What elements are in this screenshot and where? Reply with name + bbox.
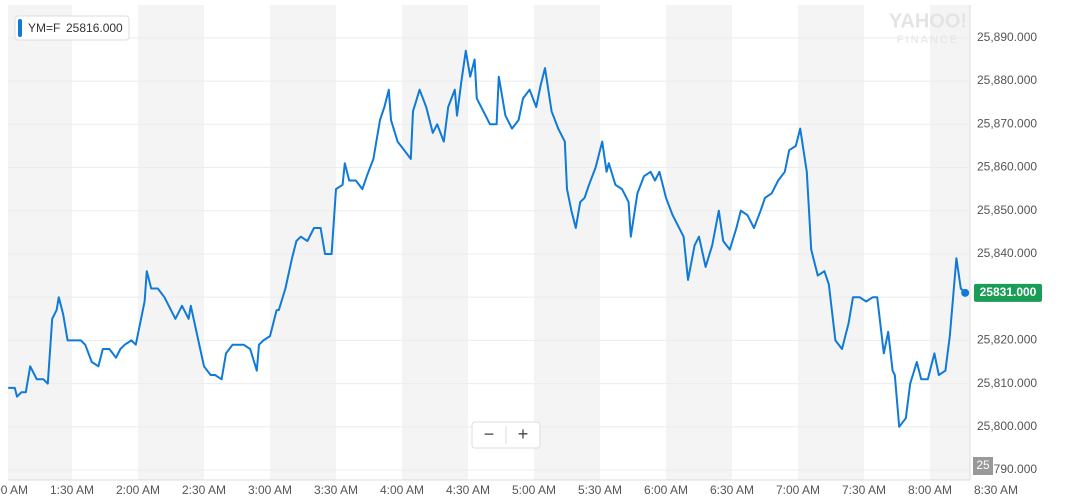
x-tick-label: 1:30 AM <box>50 483 94 497</box>
y-tick-label: 25,890.000 <box>977 30 1037 44</box>
y-tick-label: 25,810.000 <box>977 376 1037 390</box>
time-band <box>138 5 205 480</box>
y-tick-label: 25,860.000 <box>977 160 1037 174</box>
price-tag-label: 25831.000 <box>980 285 1037 299</box>
time-band <box>8 5 73 480</box>
volume-tag <box>973 457 993 475</box>
time-band <box>533 5 600 480</box>
time-band <box>797 5 864 480</box>
time-band <box>270 5 336 480</box>
zoom-in[interactable]: + <box>518 424 529 444</box>
x-tick-label: 8:00 AM <box>908 483 952 497</box>
volume-tag-label: 25 <box>976 458 990 472</box>
x-tick-label: 4:00 AM <box>380 483 424 497</box>
watermark: FINANCE <box>897 34 959 46</box>
y-tick-label: 25,850.000 <box>977 203 1037 217</box>
legend-box <box>14 15 130 41</box>
x-tick-label: 6:00 AM <box>644 483 688 497</box>
zoom-out[interactable]: − <box>484 424 495 444</box>
time-band <box>665 5 732 480</box>
x-tick-label: 2:30 AM <box>182 483 226 497</box>
x-tick-label: 3:30 AM <box>314 483 358 497</box>
x-tick-label: 7:00 AM <box>776 483 820 497</box>
price-tag <box>974 283 1042 302</box>
last-point <box>961 288 970 297</box>
legend-name: YM=F <box>28 21 60 35</box>
y-tick-label: 25,870.000 <box>977 116 1037 130</box>
x-tick-label: 5:00 AM <box>512 483 556 497</box>
time-band <box>929 5 970 480</box>
legend-swatch <box>18 19 22 37</box>
x-tick-label: 1:00 AM <box>0 483 28 497</box>
y-tick-label: 25,820.000 <box>977 333 1037 347</box>
x-tick-label: 3:00 AM <box>248 483 292 497</box>
time-band <box>401 5 468 480</box>
y-axis-panel <box>970 0 1079 502</box>
y-tick-label: 25,840.000 <box>977 246 1037 260</box>
x-tick-label: 8:30 AM <box>974 483 1018 497</box>
x-tick-label: 2:00 AM <box>116 483 160 497</box>
x-tick-label: 4:30 AM <box>446 483 490 497</box>
y-tick-label: 25,880.000 <box>977 73 1037 87</box>
watermark: YAHOO! <box>889 10 967 32</box>
legend-value: 25816.000 <box>66 21 123 35</box>
y-tick-label: 25,800.000 <box>977 419 1037 433</box>
x-tick-label: 5:30 AM <box>578 483 622 497</box>
x-tick-label: 7:30 AM <box>842 483 886 497</box>
price-line <box>8 49 966 428</box>
x-tick-label: 6:30 AM <box>710 483 754 497</box>
